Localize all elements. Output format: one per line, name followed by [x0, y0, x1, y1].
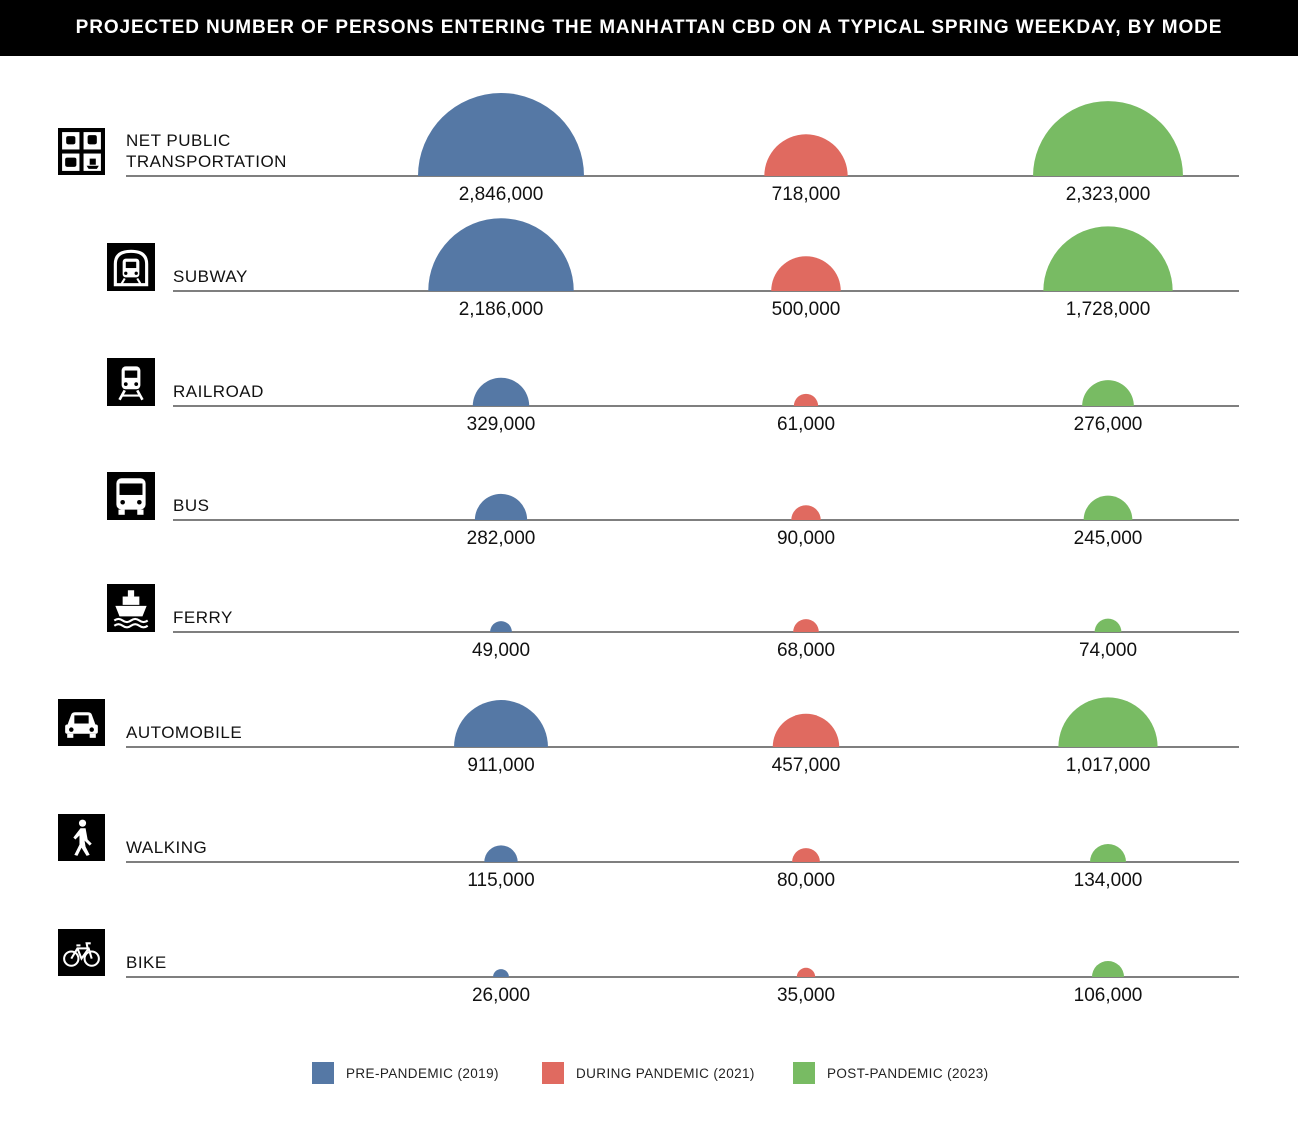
chart-canvas — [126, 93, 1239, 978]
row-label: SUBWAY — [173, 267, 248, 286]
bus-icon — [107, 472, 155, 520]
bicycle-icon — [58, 929, 105, 976]
legend-pre: PRE-PANDEMIC (2019) — [312, 1062, 499, 1084]
ferry-icon — [107, 584, 155, 632]
legend-during: DURING PANDEMIC (2021) — [542, 1062, 755, 1084]
value-label: 1,728,000 — [1065, 299, 1151, 320]
value-label: 68,000 — [776, 640, 836, 661]
value-label: 282,000 — [466, 528, 536, 549]
post-pandemic-semicircle — [1091, 960, 1125, 977]
value-label: 61,000 — [776, 414, 836, 435]
row-label: NET PUBLIC TRANSPORTATION — [126, 131, 287, 171]
post-pandemic-semicircle — [1058, 697, 1158, 747]
value-label: 2,846,000 — [458, 184, 544, 205]
legend-post: POST-PANDEMIC (2023) — [793, 1062, 989, 1084]
value-label: 276,000 — [1073, 414, 1143, 435]
title-bar: PROJECTED NUMBER OF PERSONS ENTERING THE… — [0, 0, 1298, 56]
row-label: FERRY — [173, 608, 233, 627]
legend-label-during: DURING PANDEMIC (2021) — [576, 1065, 755, 1081]
value-label: 457,000 — [771, 755, 841, 776]
value-label: 35,000 — [776, 985, 836, 1006]
row-label: BUS — [173, 496, 210, 515]
during-pandemic-semicircle — [796, 967, 816, 977]
during-pandemic-semicircle — [771, 256, 841, 291]
row-label: RAILROAD — [173, 382, 264, 401]
value-label: 26,000 — [471, 985, 531, 1006]
car-icon — [58, 699, 105, 746]
pre-pandemic-semicircle — [418, 93, 584, 176]
post-pandemic-semicircle — [1033, 101, 1183, 176]
value-label: 245,000 — [1073, 528, 1143, 549]
legend-swatch-pre — [312, 1062, 334, 1084]
value-label: 80,000 — [776, 870, 836, 891]
chart-title: PROJECTED NUMBER OF PERSONS ENTERING THE… — [75, 17, 1223, 38]
value-label: 500,000 — [771, 299, 841, 320]
post-pandemic-semicircle — [1089, 843, 1127, 862]
pre-pandemic-semicircle — [474, 493, 528, 520]
post-pandemic-semicircle — [1082, 380, 1134, 406]
row-label: WALKING — [126, 838, 208, 857]
transit-grid-icon — [58, 128, 105, 175]
value-label: 2,186,000 — [458, 299, 544, 320]
post-pandemic-semicircle — [1083, 495, 1133, 520]
pre-pandemic-semicircle — [454, 700, 548, 747]
pre-pandemic-semicircle — [428, 218, 574, 291]
subway-icon — [107, 243, 155, 291]
legend-label-pre: PRE-PANDEMIC (2019) — [346, 1065, 499, 1081]
during-pandemic-semicircle — [791, 505, 821, 520]
value-label: 134,000 — [1073, 870, 1143, 891]
during-pandemic-semicircle — [772, 713, 840, 747]
value-label: 2,323,000 — [1065, 184, 1151, 205]
pre-pandemic-semicircle — [472, 377, 530, 406]
value-label: 115,000 — [467, 870, 535, 891]
row-label: BIKE — [126, 953, 167, 972]
value-label: 74,000 — [1078, 640, 1138, 661]
during-pandemic-semicircle — [764, 134, 848, 176]
value-label: 911,000 — [467, 755, 535, 776]
pre-pandemic-semicircle — [484, 845, 518, 862]
legend-swatch-post — [793, 1062, 815, 1084]
pre-pandemic-semicircle — [493, 969, 509, 977]
legend-swatch-during — [542, 1062, 564, 1084]
value-label: 90,000 — [776, 528, 836, 549]
post-pandemic-semicircle — [1043, 226, 1173, 291]
post-pandemic-semicircle — [1094, 618, 1122, 632]
value-label: 329,000 — [466, 414, 536, 435]
row-label: AUTOMOBILE — [126, 723, 243, 742]
pre-pandemic-semicircle — [490, 621, 512, 632]
during-pandemic-semicircle — [793, 393, 819, 406]
value-label: 106,000 — [1073, 985, 1143, 1006]
train-icon — [107, 358, 155, 406]
pedestrian-icon — [58, 814, 105, 861]
value-label: 49,000 — [471, 640, 531, 661]
value-label: 718,000 — [771, 184, 841, 205]
during-pandemic-semicircle — [793, 619, 819, 632]
value-label: 1,017,000 — [1065, 755, 1151, 776]
legend-label-post: POST-PANDEMIC (2023) — [827, 1065, 989, 1081]
during-pandemic-semicircle — [792, 848, 820, 862]
